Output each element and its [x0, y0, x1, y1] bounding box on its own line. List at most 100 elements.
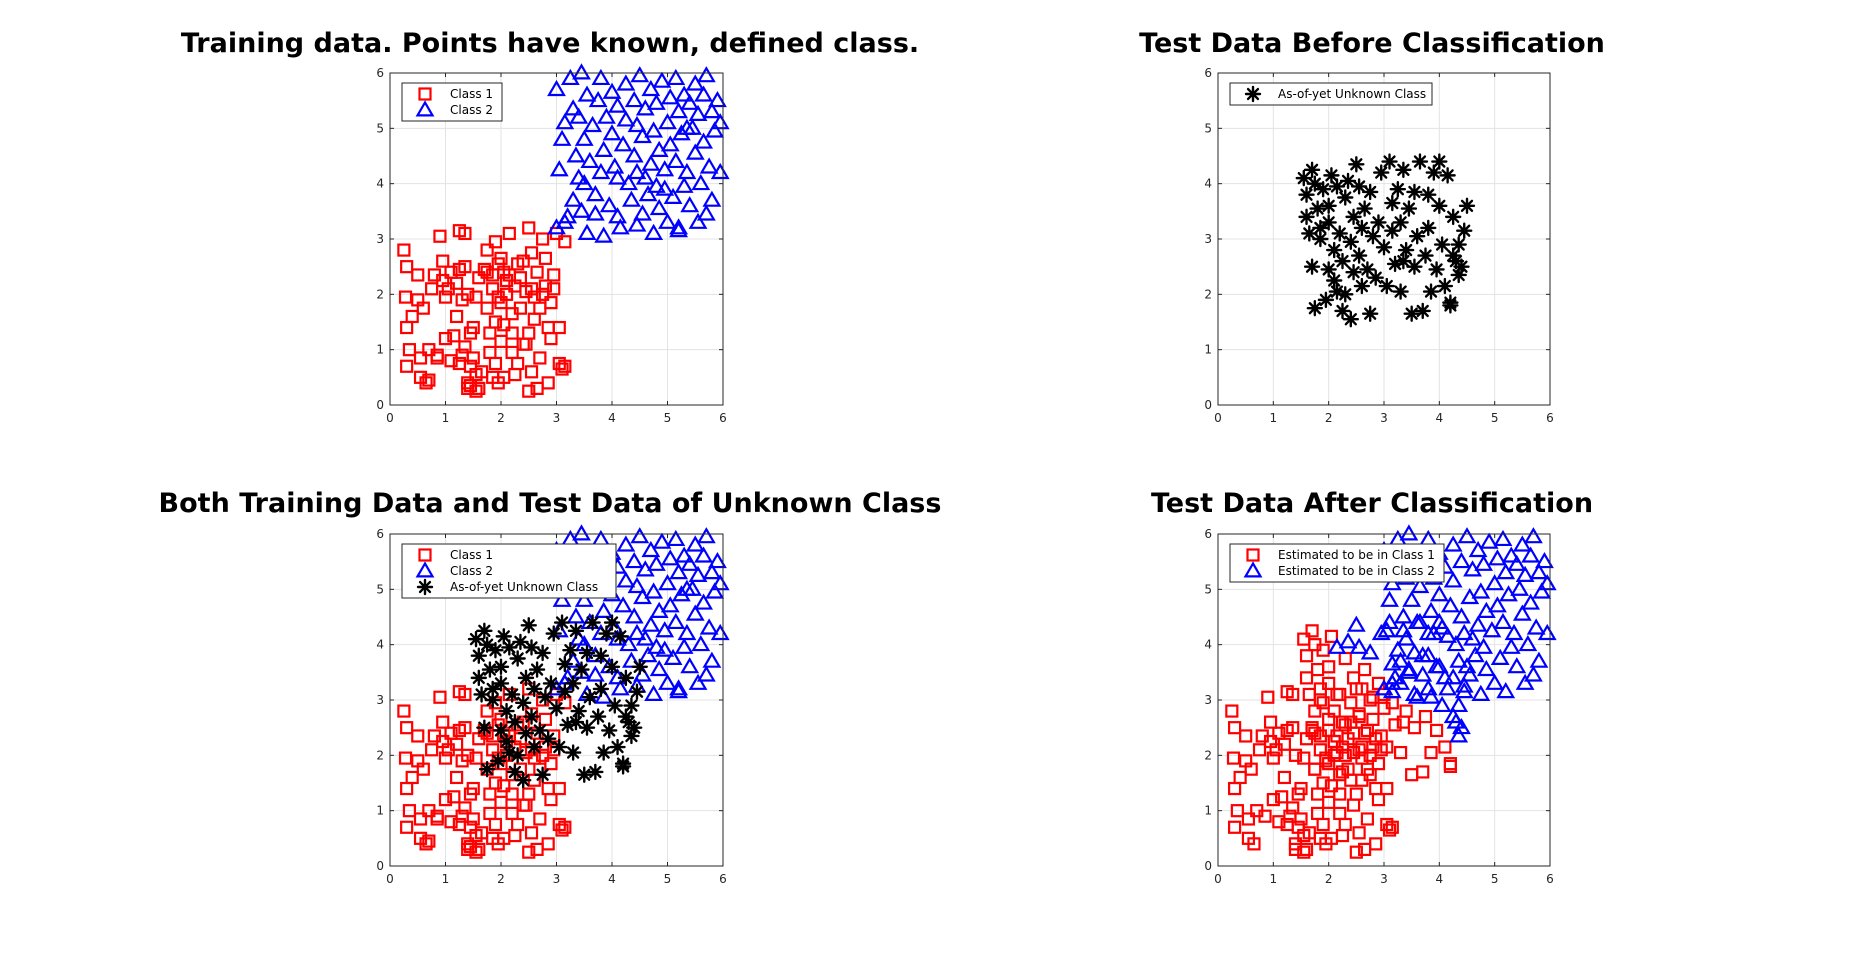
- data-point: [1252, 743, 1267, 757]
- data-point: [1320, 214, 1337, 231]
- data-point: [660, 88, 680, 105]
- data-point: [1346, 615, 1366, 632]
- data-point: [1471, 684, 1491, 701]
- data-point: [1353, 219, 1371, 237]
- data-point: [1440, 596, 1460, 613]
- data-point: [669, 679, 689, 696]
- data-point: [641, 154, 661, 171]
- data-point: [563, 99, 583, 116]
- data-point: [1406, 183, 1423, 201]
- data-point: [628, 683, 646, 700]
- data-point: [1333, 687, 1347, 702]
- data-point: [495, 628, 512, 645]
- legend: Class 1 Class 2: [401, 82, 503, 122]
- data-point: [572, 524, 591, 541]
- data-point: [1371, 623, 1391, 641]
- y-tick-label: 4: [376, 638, 384, 652]
- y-tick-label: 5: [376, 121, 384, 135]
- data-point: [1345, 264, 1362, 281]
- data-point: [527, 312, 541, 326]
- data-point: [541, 781, 555, 796]
- data-point: [1230, 804, 1244, 818]
- data-point: [513, 271, 528, 285]
- data-point: [710, 162, 730, 180]
- data-point: [1338, 817, 1352, 832]
- chart-title: Test Data Before Classification: [1139, 28, 1605, 59]
- data-point: [433, 690, 447, 704]
- x-tick-label: 2: [497, 872, 505, 886]
- data-point: [669, 218, 689, 235]
- legend-label: Estimated to be in Class 1: [1278, 548, 1435, 562]
- data-point: [1429, 723, 1444, 738]
- data-point: [1396, 715, 1410, 729]
- data-point: [685, 535, 705, 552]
- data-point: [612, 628, 629, 645]
- data-point: [519, 798, 533, 812]
- data-point: [483, 345, 497, 360]
- data-point: [649, 198, 669, 216]
- data-point: [506, 763, 524, 781]
- data-point: [1493, 612, 1513, 630]
- chart-title: Training data. Points have known, define…: [181, 28, 919, 59]
- data-point: [1227, 820, 1242, 834]
- data-point: [1433, 236, 1451, 253]
- data-point: [1414, 302, 1431, 320]
- data-point: [1370, 214, 1387, 231]
- data-point: [608, 207, 627, 224]
- data-point: [669, 682, 689, 699]
- data-point: [1375, 239, 1393, 256]
- data-point: [633, 204, 652, 221]
- data-point: [556, 655, 574, 673]
- data-point: [549, 160, 569, 177]
- data-point: [583, 115, 602, 133]
- data-point: [494, 334, 508, 348]
- data-point: [1348, 156, 1365, 173]
- data-point: [516, 798, 530, 812]
- data-points: [1295, 153, 1476, 328]
- data-point: [1299, 671, 1314, 685]
- data-point: [505, 345, 519, 360]
- data-point: [688, 673, 708, 690]
- data-point: [1263, 715, 1278, 729]
- data-point: [541, 837, 555, 851]
- data-point: [1350, 178, 1368, 195]
- subplot-training-data: Training data. Points have known, define…: [181, 28, 919, 425]
- data-point: [584, 614, 601, 631]
- data-point: [508, 828, 522, 843]
- data-point: [569, 107, 589, 124]
- data-point: [516, 254, 530, 268]
- data-point: [1286, 687, 1300, 702]
- data-point: [1301, 225, 1318, 242]
- data-point: [1422, 283, 1440, 300]
- data-point: [644, 121, 664, 138]
- y-tick-label: 0: [1204, 398, 1212, 412]
- data-point: [552, 781, 566, 796]
- data-point: [1512, 604, 1532, 621]
- data-point: [1476, 659, 1496, 677]
- data-point: [558, 235, 572, 249]
- data-point: [466, 781, 480, 796]
- data-point: [419, 376, 433, 390]
- data-point: [1322, 723, 1336, 738]
- data-point: [1444, 208, 1462, 226]
- x-tick-label: 5: [1491, 872, 1499, 886]
- data-point: [1241, 812, 1256, 826]
- data-point: [1446, 634, 1466, 652]
- y-tick-label: 5: [1204, 582, 1212, 596]
- data-point: [591, 68, 611, 86]
- x-tick-label: 6: [719, 872, 727, 886]
- data-point: [597, 107, 616, 124]
- x-tick-label: 3: [553, 872, 561, 886]
- data-point: [1294, 812, 1308, 826]
- data-point: [655, 621, 675, 638]
- x-tick-label: 5: [664, 872, 672, 886]
- data-point: [1303, 161, 1321, 179]
- data-point: [405, 309, 419, 324]
- data-point: [467, 630, 485, 648]
- data-points: [1225, 524, 1557, 859]
- data-point: [609, 738, 626, 756]
- x-tick-label: 0: [386, 872, 394, 886]
- data-point: [1275, 790, 1289, 804]
- legend-label: As-of-yet Unknown Class: [1278, 87, 1426, 101]
- subplot-both: Both Training Data and Test Data of Unkn…: [159, 488, 942, 886]
